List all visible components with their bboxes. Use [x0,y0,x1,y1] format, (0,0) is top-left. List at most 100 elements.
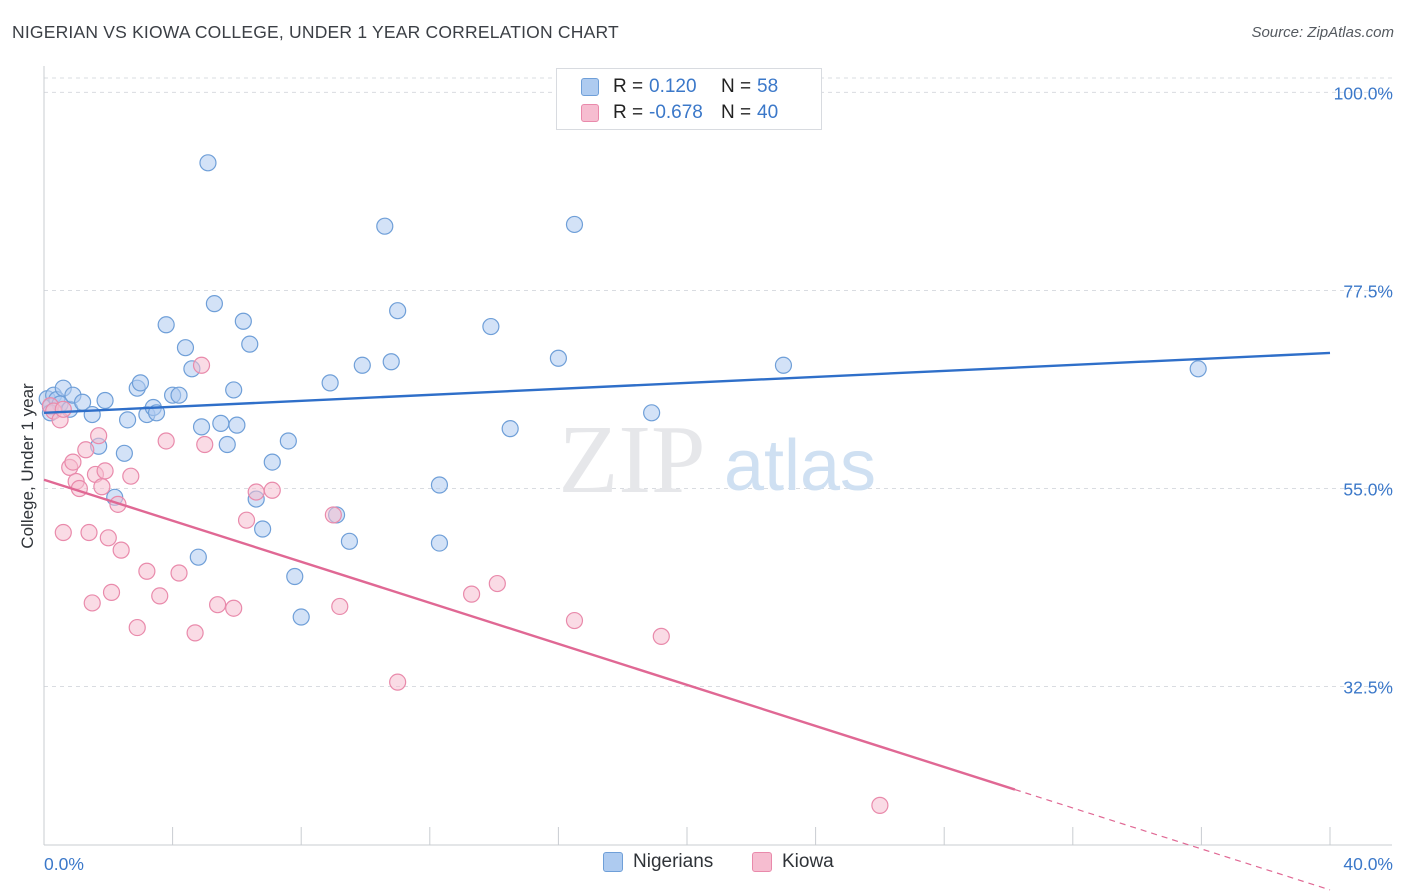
nigerian-point [340,532,359,550]
kiowa-point [151,587,169,605]
legend-label-kiowa: Kiowa [782,851,834,872]
nigerian-point [430,476,449,494]
r-label: R = [613,102,644,123]
kiowa-point [122,467,140,485]
kiowa-swatch [752,852,772,872]
nigerian-point [430,534,449,552]
r-value: -0.678 [649,102,703,123]
nigerian-point [212,414,230,432]
nigerian-point [1189,360,1207,378]
nigerian-point [279,432,297,450]
kiowa-point [192,356,211,374]
nigerian-point [228,416,246,434]
nigerian-point [225,381,243,399]
y-tick-label: 77.5% [1343,281,1393,301]
kiowa-point [102,583,121,601]
kiowa-point [77,441,95,459]
nigerian-point [189,548,207,566]
chart-title: NIGERIAN VS KIOWA COLLEGE, UNDER 1 YEAR … [12,22,619,42]
data-points [38,154,1207,814]
kiowa-point [99,529,117,547]
nigerian-point [501,420,519,438]
kiowa-point [83,594,101,612]
nigerians-trend-line [43,351,1331,415]
kiowa-point [237,511,256,529]
n-label: N = [721,76,752,97]
kiowa-point [565,611,584,630]
kiowa-swatch [581,104,599,122]
nigerian-point [254,520,272,538]
nigerian-point [263,453,281,471]
kiowa-point [247,483,265,501]
y-tick-label: 32.5% [1343,678,1393,698]
y-tick-label: 55.0% [1343,480,1393,500]
legend-item-nigerians: Nigerians [603,851,713,873]
kiowa-point [64,453,82,471]
nigerian-point [774,356,793,374]
watermark: ZIP atlas [559,406,877,514]
watermark-zip: ZIP [559,406,706,514]
nigerian-point [241,335,259,353]
nigerian-point [643,404,661,422]
kiowa-point [170,564,188,582]
kiowa-point [80,523,98,542]
nigerian-point [482,317,500,336]
r-value: 0.120 [649,76,697,97]
nigerian-point [96,391,114,410]
kiowa-trend-extension [1014,788,1331,891]
series-legend: Nigerians Kiowa [0,851,1406,877]
nigerian-point [205,295,223,313]
nigerian-point [286,567,304,586]
r-label: R = [613,76,644,97]
nigerian-point [192,418,211,436]
legend-label-nigerians: Nigerians [633,851,714,872]
kiowa-point [263,481,281,499]
kiowa-point [54,400,72,418]
source-credit: Source: ZipAtlas.com [1251,24,1394,41]
watermark-atlas: atlas [724,426,876,506]
nigerian-point [565,215,584,234]
nigerian-point [234,312,252,330]
kiowa-point [462,585,481,603]
legend-item-kiowa: Kiowa [752,851,834,873]
kiowa-point [324,506,342,524]
trend-lines [43,351,1331,891]
kiowa-point [157,432,175,450]
kiowa-point [652,627,670,645]
nigerians-swatch [603,852,623,872]
kiowa-point [389,673,407,691]
kiowa-point [331,597,349,616]
n-value: 40 [757,102,779,123]
kiowa-point [112,541,130,559]
nigerian-point [292,608,310,626]
nigerian-point [170,386,188,404]
nigerian-point [389,302,407,320]
nigerian-point [218,435,236,454]
kiowa-point [196,435,214,454]
x-tick-label: 40.0% [1343,854,1393,874]
nigerian-point [382,353,400,371]
nigerian-point [376,217,394,235]
kiowa-point [225,599,243,617]
kiowa-point [96,462,114,480]
n-value: 58 [757,76,779,97]
y-axis-label: College, Under 1 year [18,383,37,549]
kiowa-point [871,796,889,814]
nigerian-point [199,154,217,172]
nigerian-point [549,349,568,367]
kiowa-point [93,478,111,496]
nigerian-point [176,339,195,357]
nigerian-point [83,405,101,424]
nigerian-point [118,411,137,429]
axes [43,66,1392,846]
kiowa-point [488,574,506,593]
n-label: N = [721,102,752,123]
correlation-legend: R = 0.120 N = 58 R = -0.678 N = 40 [556,68,822,130]
kiowa-point [186,624,204,642]
x-tick-label: 0.0% [44,854,84,874]
legend-row-nigerians: R = 0.120 N = 58 [581,75,778,99]
kiowa-trend-line [43,478,1016,791]
kiowa-point [209,596,227,614]
nigerian-point [115,444,133,462]
